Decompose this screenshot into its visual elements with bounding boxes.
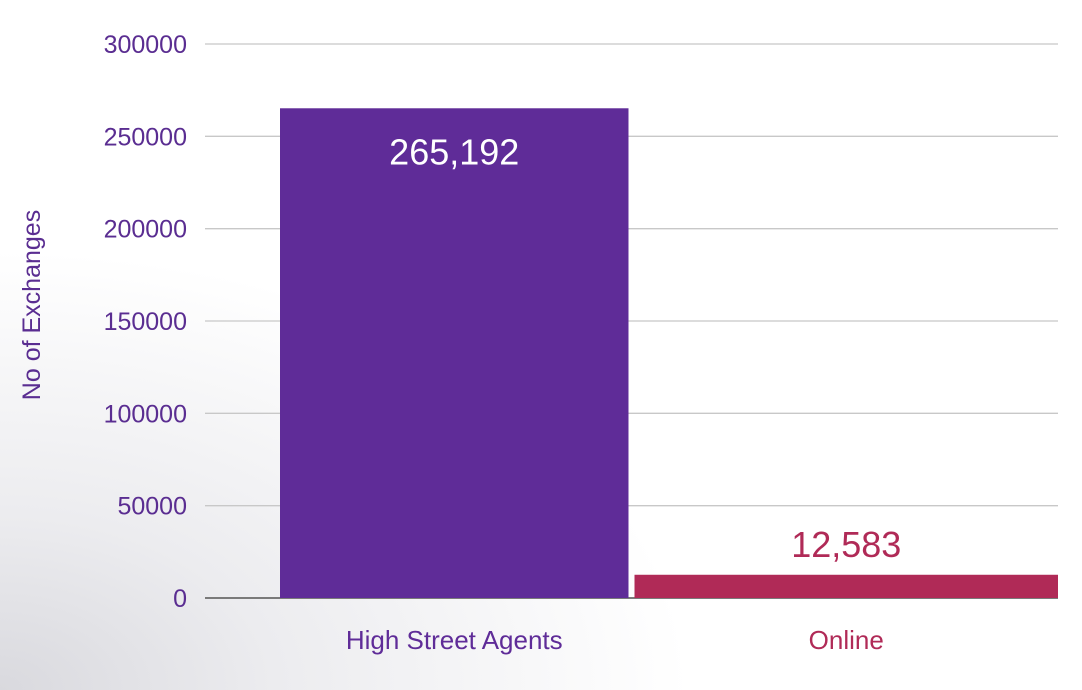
y-tick-label: 50000 xyxy=(117,493,187,521)
x-axis-categories: High Street Agents Online xyxy=(346,625,884,655)
y-axis-ticks: 0 50000 100000 150000 200000 250000 300000 xyxy=(104,31,187,613)
data-labels: 265,192 12,583 xyxy=(389,131,901,564)
y-axis-label: No of Exchanges xyxy=(18,210,46,400)
y-tick-label: 100000 xyxy=(104,400,187,428)
y-tick-label: 150000 xyxy=(104,308,187,336)
data-label: 265,192 xyxy=(389,131,519,172)
bar xyxy=(634,574,1058,598)
y-tick-label: 300000 xyxy=(104,31,187,59)
y-tick-label: 200000 xyxy=(104,216,187,244)
data-label: 12,583 xyxy=(791,524,901,565)
x-category-label: Online xyxy=(809,625,884,655)
x-category-label: High Street Agents xyxy=(346,625,563,655)
bars xyxy=(280,108,1058,598)
y-tick-label: 0 xyxy=(173,585,187,613)
y-tick-label: 250000 xyxy=(104,123,187,151)
bar xyxy=(280,108,629,598)
